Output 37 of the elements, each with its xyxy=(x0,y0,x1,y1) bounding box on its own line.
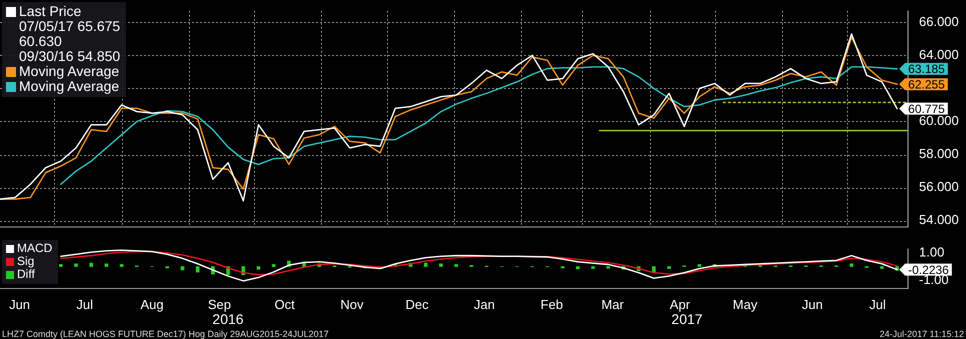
y-tick-label: 66.000 xyxy=(919,14,959,29)
y-tick-label: 56.000 xyxy=(919,179,959,194)
annotation: 07/05/17 65.675 xyxy=(18,18,120,34)
x-tick-label: Jan xyxy=(474,296,495,312)
legend-label: Sig xyxy=(17,254,34,268)
legend-label: MACD xyxy=(17,241,52,255)
legend-label: Last Price xyxy=(19,3,82,19)
text: LHZ7 Comdty (LEAN HOGS FUTURE Dec17) Hog Daily 29AUG2015-24JUL2017 xyxy=(2,329,329,339)
annotation: 60.630 xyxy=(18,33,63,49)
x-tick-label: Sep xyxy=(208,296,231,312)
y-tick-label: 64.000 xyxy=(919,46,959,62)
y-tick-label: 54.000 xyxy=(919,212,959,228)
x-tick-label: Mar xyxy=(601,296,624,312)
data-label: 62.255 xyxy=(908,78,946,92)
text: 24-Jul-2017 11:15:12 xyxy=(880,329,964,339)
x-tick-label: Apr xyxy=(670,296,691,312)
x-tick-label: May xyxy=(732,296,758,312)
x-tick-label: Oct xyxy=(274,296,296,312)
x-tick-label: Dec xyxy=(406,296,430,312)
x-tick-label: Nov xyxy=(340,296,364,312)
x-tick-label: Jul xyxy=(76,296,94,312)
legend-label: Diff xyxy=(17,267,35,281)
text: 2016 xyxy=(212,310,244,327)
x-tick-label: Aug xyxy=(140,296,164,312)
y-tick-label: 60.000 xyxy=(919,113,959,128)
annotation: 09/30/16 54.850 xyxy=(18,48,120,64)
y-tick-label: 58.000 xyxy=(919,146,959,162)
x-tick-label: Jun xyxy=(802,296,823,312)
legend-label: Moving Average xyxy=(19,78,120,94)
data-label: 60.775 xyxy=(908,102,946,116)
data-label: 63.185 xyxy=(908,62,946,76)
x-tick-label: Jun xyxy=(9,296,30,312)
y-tick-label: 1.00 xyxy=(919,244,944,260)
legend-label: Moving Average xyxy=(19,63,120,79)
text: 2017 xyxy=(671,310,703,327)
x-tick-label: Feb xyxy=(540,296,563,312)
x-tick-label: Jul xyxy=(869,296,886,312)
